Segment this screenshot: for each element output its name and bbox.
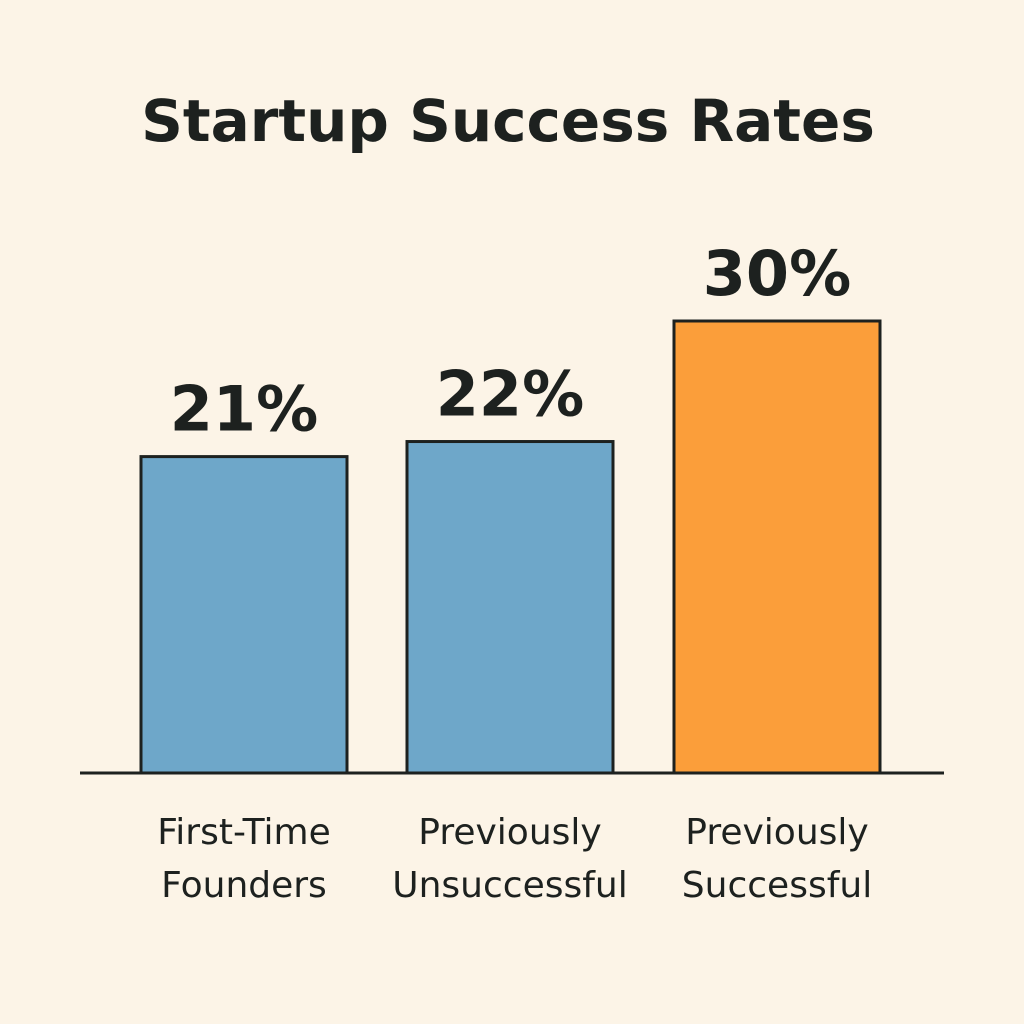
- category-label-2-line-2: Unsuccessful: [392, 865, 627, 906]
- bar-3: [672, 319, 882, 775]
- category-label-1-line-2: Founders: [161, 865, 327, 906]
- value-label-2: 22%: [436, 358, 584, 431]
- category-label-3-line-1: Previously: [685, 812, 868, 853]
- bars-layer: [139, 319, 882, 775]
- value-label-3: 30%: [703, 237, 851, 310]
- category-label-1-line-1: First-Time: [157, 812, 331, 853]
- bar-1: [139, 455, 349, 775]
- chart-title: Startup Success Rates: [141, 87, 875, 155]
- category-label-3-line-2: Successful: [682, 865, 872, 906]
- bar-2: [405, 440, 615, 775]
- labels-layer: 21% First-Time Founders 22% Previously Unsucc…: [157, 237, 872, 906]
- value-label-1: 21%: [170, 373, 318, 446]
- category-label-2-line-1: Previously: [418, 812, 601, 853]
